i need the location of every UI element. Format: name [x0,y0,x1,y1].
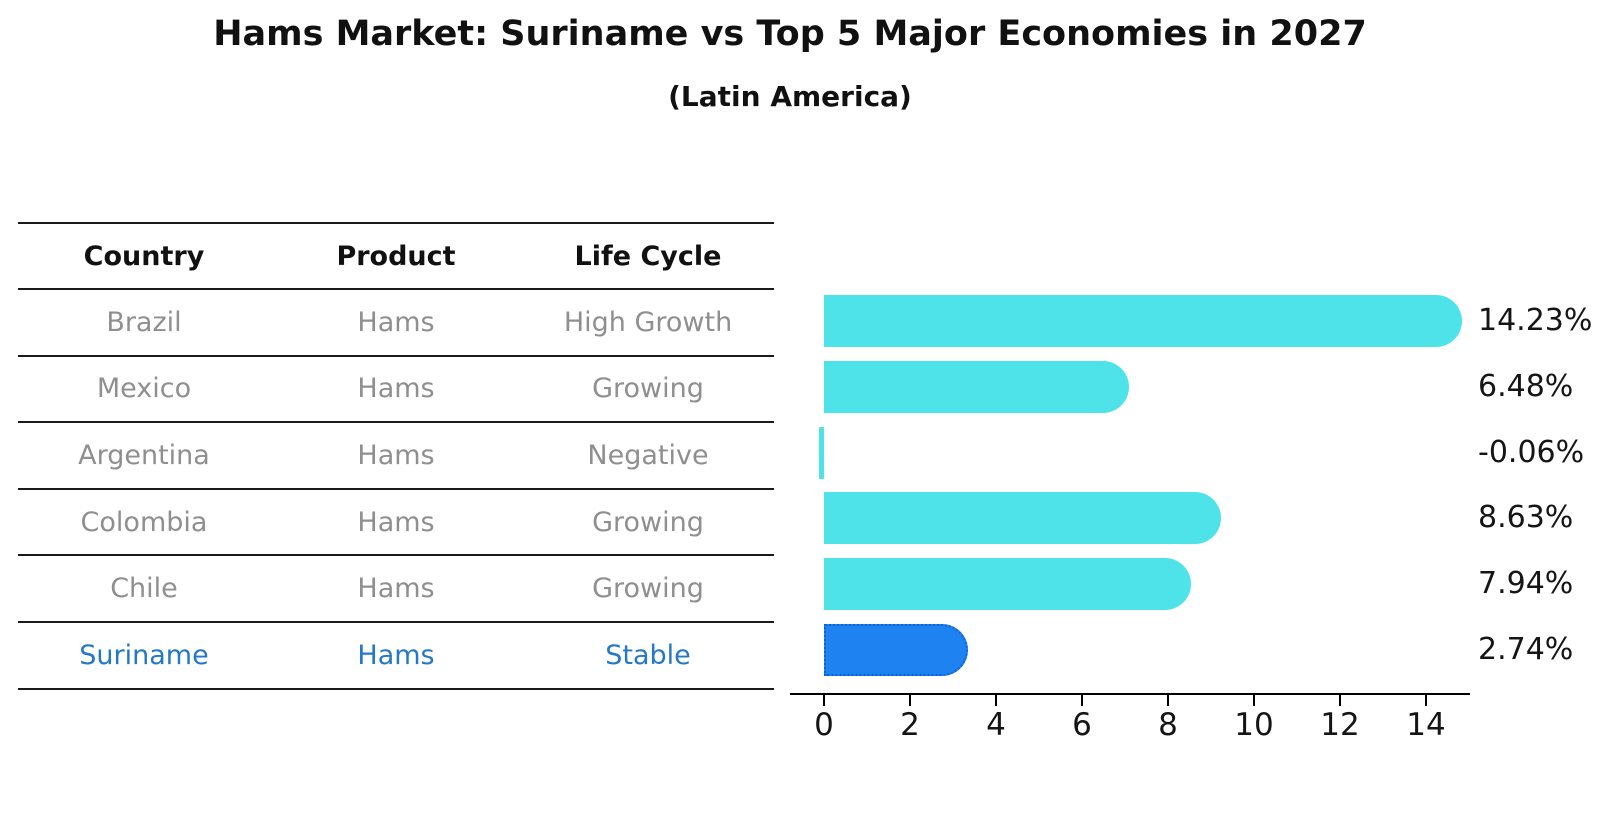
cell-life-cycle: High Growth [563,306,733,338]
x-tick-6 [1081,695,1083,706]
cell-life-cycle: Growing [592,573,704,605]
table-row: Argentina Hams Negative [18,421,774,488]
cell-country: Colombia [80,506,208,538]
x-tick-label-10: 10 [1234,707,1274,743]
chart-title: Hams Market: Suriname vs Top 5 Major Eco… [213,14,1367,54]
x-tick-12 [1339,695,1341,706]
chart-subtitle: (Latin America) [668,80,912,113]
x-tick-14 [1425,695,1427,706]
x-tick-4 [995,695,997,706]
cell-country: Argentina [78,439,210,471]
value-label-colombia: 8.63% [1478,500,1574,536]
column-header-product: Product [336,240,456,272]
column-header-country: Country [83,240,205,272]
x-tick-2 [909,695,911,706]
table-row: Colombia Hams Growing [18,487,774,555]
cell-product: Hams [357,439,435,471]
table-row: Chile Hams Growing [18,554,774,621]
bar-colombia [824,492,1222,545]
cell-product: Hams [357,373,435,405]
value-label-chile: 7.94% [1478,566,1574,602]
table-header-row: Country Product Life Cycle [18,222,774,288]
cell-product: Hams [357,639,435,671]
cell-life-cycle: Growing [592,373,704,405]
cell-country: Suriname [79,639,209,671]
cell-country: Brazil [106,306,182,338]
bar-suriname [824,624,968,676]
value-label-suriname: 2.74% [1478,632,1574,667]
x-axis-line [790,693,1470,695]
cell-life-cycle: Growing [592,506,704,538]
bar-chile [824,558,1192,611]
x-tick-label-2: 2 [900,707,920,743]
cell-product: Hams [357,573,435,605]
value-label-argentina: -0.06% [1478,434,1585,470]
x-tick-label-12: 12 [1320,707,1360,743]
x-tick-label-14: 14 [1406,707,1446,743]
table-row: Mexico Hams Growing [18,354,774,422]
x-tick-label-6: 6 [1072,707,1092,743]
x-tick-0 [823,695,825,706]
value-label-mexico: 6.48% [1478,368,1574,404]
table-row: Suriname Hams Stable [18,620,774,688]
x-tick-label-4: 4 [986,707,1006,743]
table-row: Brazil Hams High Growth [18,288,774,355]
x-tick-label-0: 0 [814,707,834,743]
x-tick-8 [1167,695,1169,706]
cell-country: Mexico [96,373,192,405]
bar-mexico [824,360,1129,413]
cell-life-cycle: Negative [587,439,709,471]
cell-country: Chile [110,573,178,605]
bar-argentina [819,426,824,479]
bar-brazil [824,295,1462,347]
cell-life-cycle: Stable [605,639,691,671]
value-label-brazil: 14.23% [1478,303,1593,338]
cell-product: Hams [357,506,435,538]
cell-product: Hams [357,306,435,338]
country-table: Country Product Life Cycle Brazil Hams H… [18,222,774,690]
x-tick-10 [1253,695,1255,706]
x-tick-label-8: 8 [1158,707,1178,743]
column-header-life-cycle: Life Cycle [574,240,722,272]
